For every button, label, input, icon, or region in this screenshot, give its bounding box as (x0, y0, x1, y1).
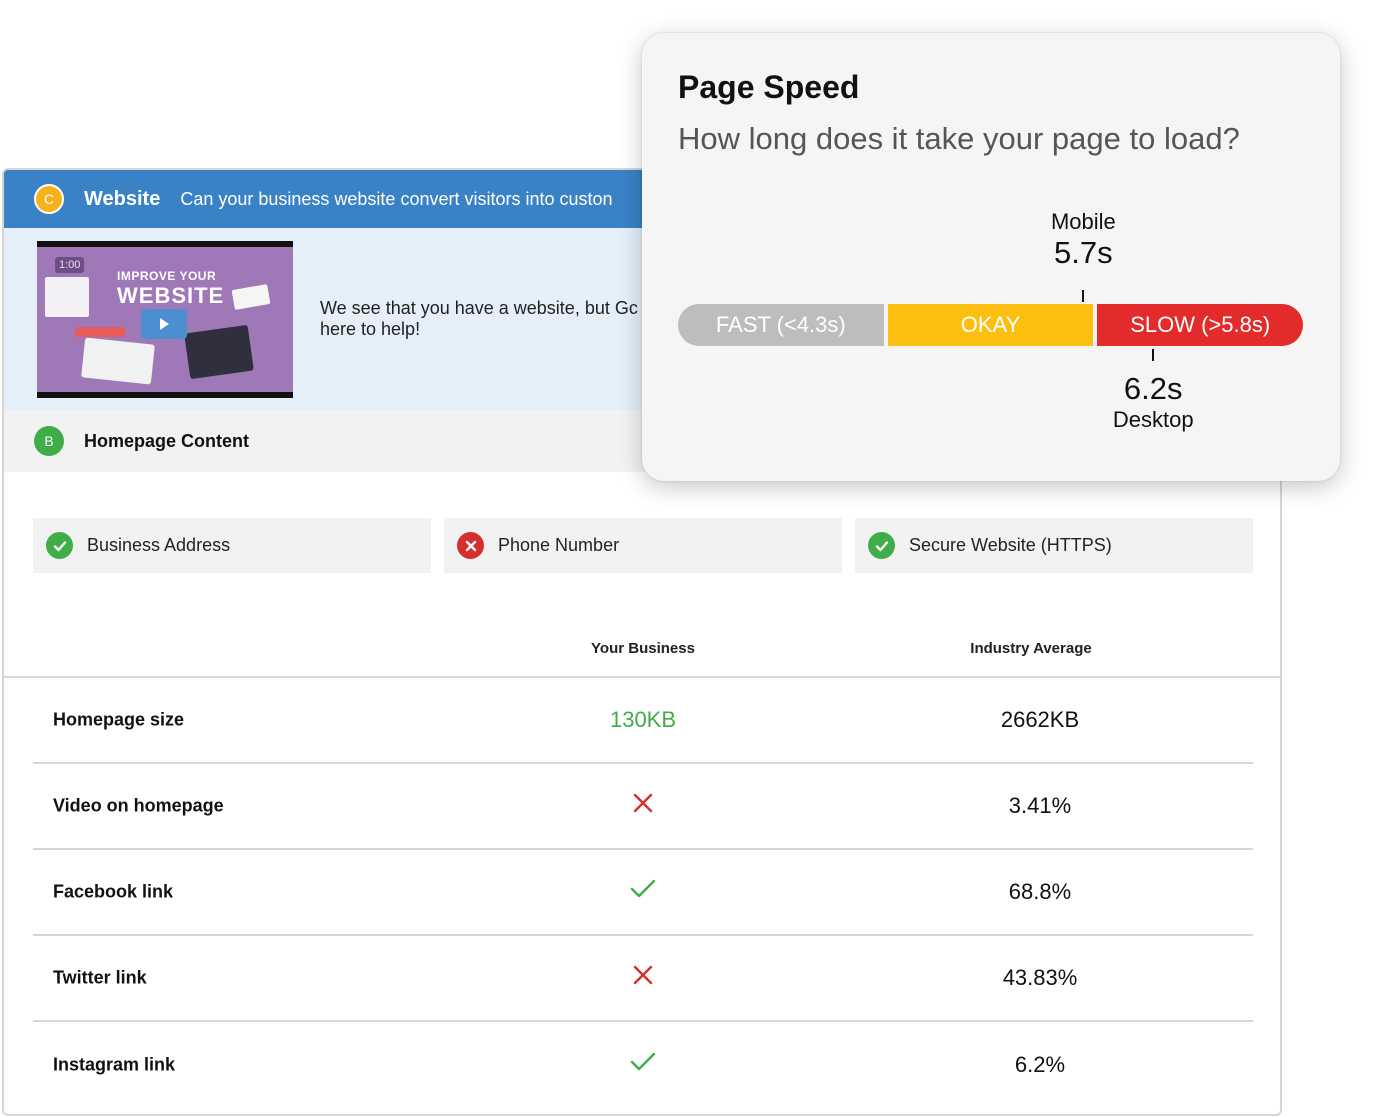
check-icon (46, 532, 73, 559)
table-row: Twitter link 43.83% (33, 936, 1253, 1022)
grade-badge-c: C (34, 184, 64, 214)
check-icon (630, 878, 656, 906)
industry-average-value: 3.41% (1008, 793, 1072, 818)
mobile-marker: Mobile 5.7s (1051, 209, 1116, 271)
table-row: Video on homepage 3.41% (33, 764, 1253, 850)
website-section-title: Website (84, 187, 161, 210)
play-button[interactable] (141, 309, 187, 339)
column-header-your-business: Your Business (591, 640, 695, 657)
comparison-table: Homepage size 130KB 2662KB Video on home… (33, 678, 1253, 1108)
video-thumbnail[interactable]: 1:00 IMPROVE YOUR WEBSITE (37, 241, 293, 398)
desktop-label: Desktop (1112, 407, 1194, 432)
check-label: Secure Website (HTTPS) (909, 535, 1112, 555)
video-timestamp: 1:00 (55, 257, 85, 273)
video-illustration: 1:00 IMPROVE YOUR WEBSITE (37, 247, 293, 392)
check-label: Phone Number (498, 535, 620, 555)
row-label: Twitter link (53, 967, 147, 988)
check-phone-number: Phone Number (444, 518, 842, 573)
column-header-industry-average: Industry Average (970, 640, 1092, 657)
check-icon (868, 532, 895, 559)
industry-average-value: 43.83% (1002, 965, 1078, 990)
video-caption-line2: WEBSITE (117, 283, 225, 308)
cross-icon (632, 964, 654, 992)
row-label: Instagram link (53, 1054, 176, 1075)
speed-segment-fast: FAST (<4.3s) (678, 304, 884, 346)
website-section-subtitle: Can your business website convert visito… (180, 188, 613, 209)
table-row: Homepage size 130KB 2662KB (33, 678, 1253, 764)
check-business-address: Business Address (33, 518, 431, 573)
desktop-tick (1152, 349, 1155, 361)
table-header: Your Business Industry Average (4, 640, 1280, 676)
laptop-illustration (184, 324, 254, 380)
document-illustration (75, 327, 125, 337)
x-icon (457, 532, 484, 559)
mobile-value: 5.7s (1054, 235, 1113, 270)
page-speed-question: How long does it take your page to load? (678, 121, 1240, 156)
table-header-divider (4, 676, 1280, 678)
row-label: Facebook link (53, 881, 174, 902)
speed-segment-okay: OKAY (887, 304, 1094, 346)
table-row: Instagram link 6.2% (33, 1022, 1253, 1108)
check-list: Business Address Phone Number Secure Web… (33, 518, 1253, 573)
row-label: Homepage size (53, 709, 185, 730)
check-label: Business Address (87, 535, 231, 555)
video-caption-line1: IMPROVE YOUR (117, 269, 217, 283)
desktop-marker: 6.2s Desktop (1113, 371, 1194, 433)
desktop-value: 6.2s (1123, 371, 1183, 406)
mobile-tick (1082, 290, 1085, 302)
row-label: Video on homepage (53, 795, 224, 816)
check-secure-website: Secure Website (HTTPS) (855, 518, 1253, 573)
industry-average-value: 6.2% (1014, 1052, 1066, 1077)
mobile-label: Mobile (1050, 209, 1116, 234)
website-banner-text: We see that you have a website, but Gc h… (320, 298, 638, 339)
grade-badge-b: B (34, 426, 64, 456)
industry-average-value: 68.8% (1008, 879, 1072, 904)
check-icon (630, 1051, 656, 1079)
industry-average-value: 2662KB (1000, 707, 1080, 732)
speed-scale-bar: FAST (<4.3s) OKAY SLOW (>5.8s) (678, 304, 1304, 346)
paper-illustration (231, 284, 271, 310)
chart-illustration (45, 277, 89, 317)
page-speed-card: Page Speed How long does it take your pa… (642, 33, 1340, 481)
table-row: Facebook link 68.8% (33, 850, 1253, 936)
cross-icon (632, 792, 654, 820)
page-speed-title: Page Speed (678, 69, 860, 105)
homepage-section-title: Homepage Content (84, 430, 250, 451)
speed-segment-slow: SLOW (>5.8s) (1097, 304, 1304, 346)
play-icon (160, 318, 169, 330)
homepage-size-value: 130KB (609, 707, 677, 732)
keyboard-illustration (81, 337, 155, 385)
